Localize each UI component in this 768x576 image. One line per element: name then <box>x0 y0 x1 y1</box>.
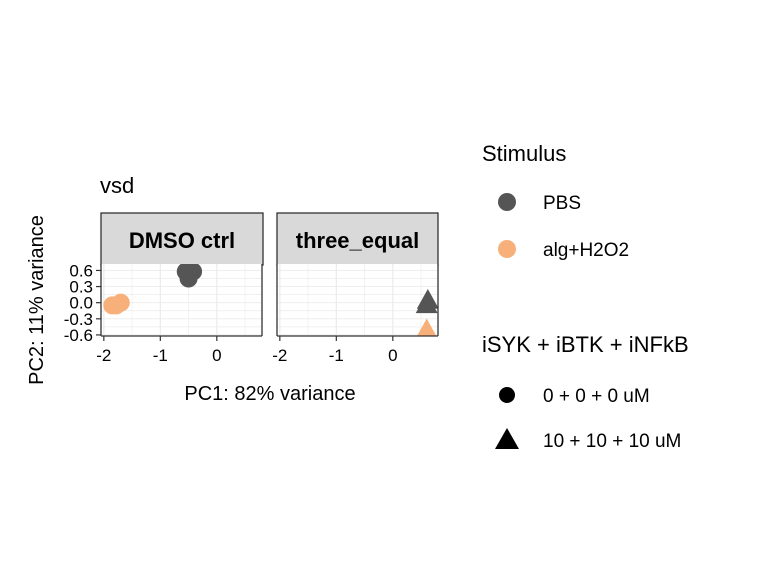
data-point <box>103 296 122 315</box>
legend-item-label: alg+H2O2 <box>543 240 629 261</box>
y-tick-label: 0.6 <box>69 261 93 280</box>
chart-title: vsd <box>100 173 134 198</box>
legend-key-circle <box>498 193 516 211</box>
x-axis-label: PC1: 82% variance <box>184 383 355 405</box>
facet-panels: DMSO ctrl -2 -1 0 three_equal -2 -1 0 <box>96 212 439 365</box>
x-tick-label: -1 <box>153 346 168 365</box>
legend-key-circle <box>498 240 516 258</box>
legend-group-1: iSYK + iBTK + iNFkB 0 + 0 + 0 uM 10 + 10 +… <box>482 332 689 452</box>
grid <box>277 264 438 336</box>
x-tick-label: -1 <box>329 346 344 365</box>
legend-item-label: PBS <box>543 193 581 214</box>
facet-strip <box>100 212 264 266</box>
x-tick-label: 0 <box>212 346 221 365</box>
legend-key-triangle <box>495 428 519 449</box>
y-tick-label: 0.0 <box>69 294 93 313</box>
points <box>415 289 438 336</box>
panel-background <box>277 264 438 336</box>
legend: Stimulus PBS alg+H2O2 iSYK + iBTK + iNFkB 0 … <box>482 141 689 452</box>
data-point <box>179 269 198 288</box>
facet-strip-label: DMSO ctrl <box>129 228 235 253</box>
y-axis-label: PC2: 11% variance <box>26 215 48 385</box>
facet-strip <box>276 212 439 266</box>
y-tick-label: 0.3 <box>69 278 93 297</box>
legend-group-0: Stimulus PBS alg+H2O2 <box>482 141 629 261</box>
facet-panel-1: three_equal -2 -1 0 <box>272 212 439 365</box>
legend-key-circle <box>499 387 515 403</box>
facet-strip-label: three_equal <box>296 228 420 253</box>
x-tick-label: -2 <box>96 346 111 365</box>
y-axis: 0.60.30.0-0.3-0.6 <box>64 261 101 345</box>
legend-item-label: 0 + 0 + 0 uM <box>543 386 650 407</box>
legend-item-label: 10 + 10 + 10 uM <box>543 431 681 452</box>
y-tick-label: -0.6 <box>64 326 93 345</box>
x-tick-label: -2 <box>272 346 287 365</box>
y-tick-label: -0.3 <box>64 310 93 329</box>
data-point-triangle <box>417 318 437 336</box>
data-point-triangle <box>415 293 438 314</box>
points <box>103 264 203 315</box>
legend-title: Stimulus <box>482 141 566 166</box>
legend-title: iSYK + iBTK + iNFkB <box>482 332 689 357</box>
x-tick-label: 0 <box>388 346 397 365</box>
facet-panel-0: DMSO ctrl -2 -1 0 <box>96 212 264 365</box>
